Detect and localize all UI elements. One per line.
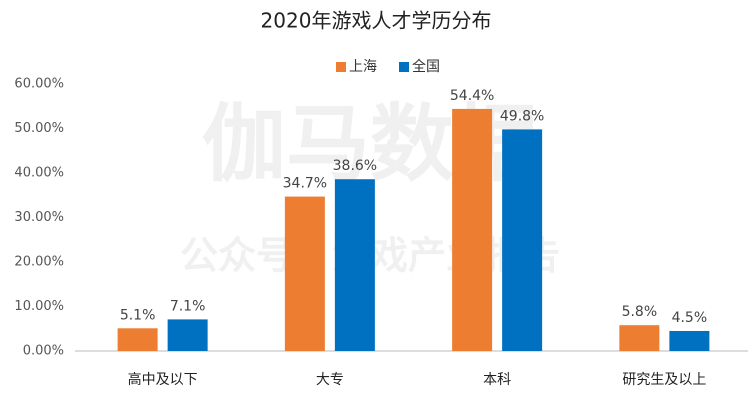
- bar: [167, 319, 208, 351]
- y-tick-label: 0.00%: [23, 344, 64, 359]
- bar: [669, 330, 710, 351]
- value-label: 4.5%: [672, 310, 708, 326]
- x-tick-label: 大专: [316, 372, 344, 388]
- bar: [452, 108, 493, 351]
- y-tick-label: 30.00%: [14, 210, 64, 225]
- value-label: 7.1%: [170, 298, 206, 314]
- y-tick-label: 50.00%: [14, 121, 64, 136]
- x-tick-label: 本科: [483, 372, 511, 388]
- legend-label: 上海: [349, 59, 377, 75]
- y-tick-label: 40.00%: [14, 166, 64, 181]
- value-label: 34.7%: [283, 176, 327, 192]
- value-label: 5.8%: [622, 304, 658, 320]
- bar: [334, 179, 375, 351]
- y-tick-label: 60.00%: [14, 77, 64, 92]
- chart-title: 2020年游戏人才学历分布: [261, 9, 492, 33]
- y-tick-label: 20.00%: [14, 255, 64, 270]
- value-label: 49.8%: [500, 108, 544, 124]
- legend-swatch: [336, 62, 346, 72]
- value-label: 38.6%: [333, 158, 377, 174]
- y-tick-label: 10.00%: [14, 299, 64, 314]
- bar: [619, 325, 660, 351]
- x-tick-label: 高中及以下: [128, 371, 198, 388]
- legend-label: 全国: [412, 58, 440, 75]
- value-label: 54.4%: [450, 88, 494, 104]
- x-tick-label: 研究生及以上: [622, 372, 706, 388]
- legend-swatch: [399, 62, 409, 72]
- bar: [284, 196, 325, 351]
- bar: [117, 328, 158, 351]
- bar: [502, 129, 543, 351]
- value-label: 5.1%: [120, 307, 156, 323]
